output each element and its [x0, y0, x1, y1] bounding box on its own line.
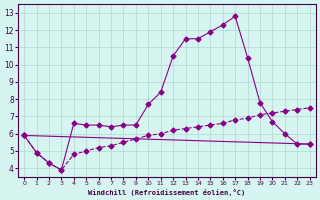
X-axis label: Windchill (Refroidissement éolien,°C): Windchill (Refroidissement éolien,°C)	[88, 189, 245, 196]
